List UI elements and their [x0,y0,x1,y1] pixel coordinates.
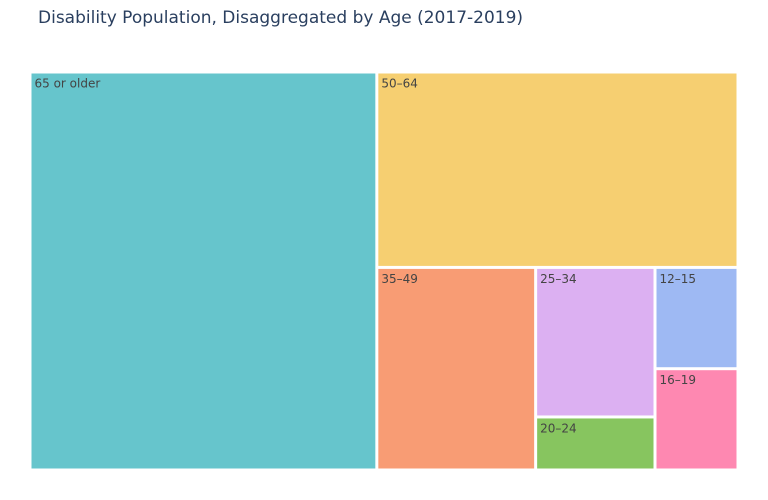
tile-label-16-19: 16–19 [660,373,697,387]
tile-25-34[interactable] [537,268,654,416]
tile-16-19[interactable] [656,370,737,469]
tile-label-65-or-older: 65 or older [35,77,101,91]
tile-label-12-15: 12–15 [660,272,697,286]
tile-50-64[interactable] [378,73,737,266]
tile-12-15[interactable] [656,268,737,368]
tile-label-50-64: 50–64 [381,77,418,91]
tile-20-24[interactable] [537,418,654,469]
tile-65-or-older[interactable] [31,73,376,469]
tile-label-35-49: 35–49 [381,272,418,286]
chart-title: Disability Population, Disaggregated by … [38,8,524,28]
tile-label-20-24: 20–24 [540,421,577,435]
tile-35-49[interactable] [378,268,535,469]
tile-label-25-34: 25–34 [540,272,577,286]
